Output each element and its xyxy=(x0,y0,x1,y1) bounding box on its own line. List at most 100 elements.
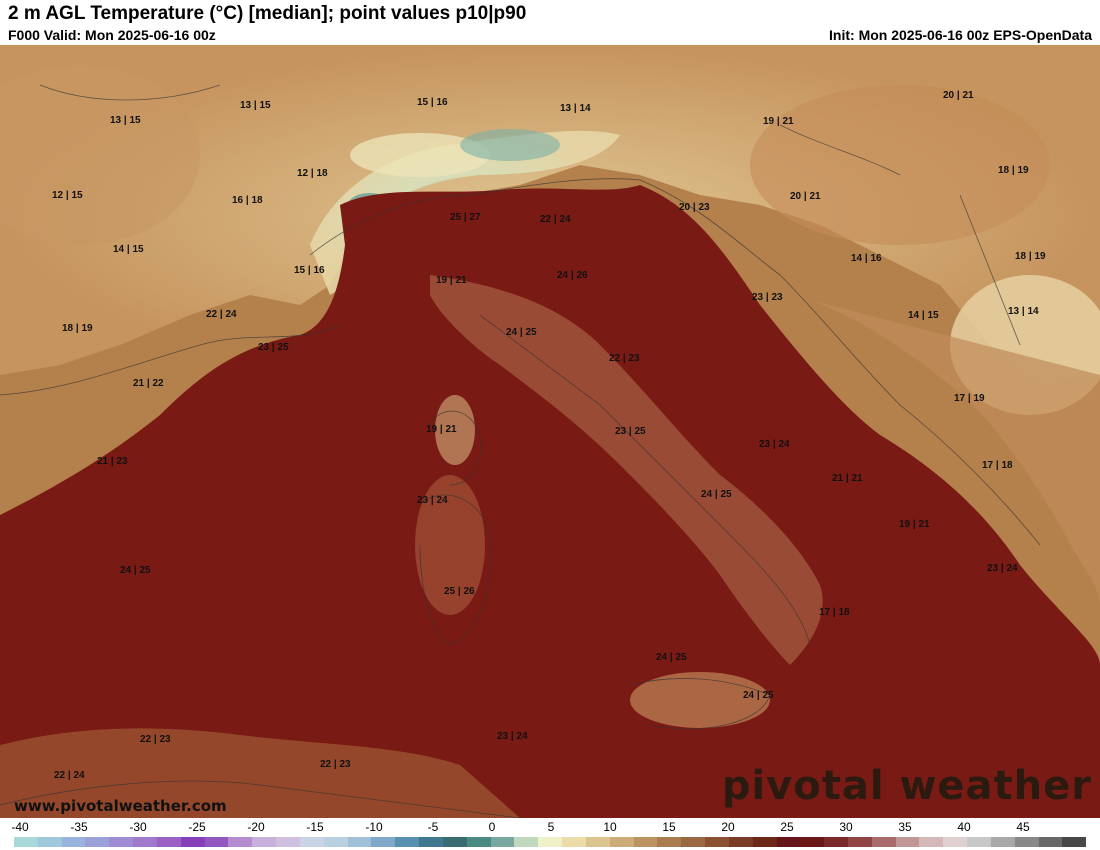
legend-tick-label: -35 xyxy=(70,820,88,834)
legend-swatch xyxy=(609,837,634,847)
legend-swatch xyxy=(681,837,706,847)
color-legend: -40 -35 -30 -25 -20 -15 -10 -5 0 5 10 15 20 25 30 35 40 4… xyxy=(0,818,1100,850)
point-value: 18 | 19 xyxy=(62,323,93,334)
point-value: 24 | 26 xyxy=(557,270,588,281)
temperature-map: 13 | 15 13 | 15 15 | 16 13 | 14 19 | 21 … xyxy=(0,45,1100,818)
point-value: 12 | 18 xyxy=(297,168,328,179)
point-value: 23 | 24 xyxy=(497,731,528,742)
point-value: 24 | 25 xyxy=(120,565,151,576)
legend-swatch xyxy=(490,837,515,847)
legend-tick-label: 35 xyxy=(898,820,912,834)
legend-tick-label: 25 xyxy=(780,820,794,834)
point-value: 22 | 23 xyxy=(140,734,171,745)
point-value: 21 | 21 xyxy=(832,473,863,484)
legend-swatch xyxy=(752,837,777,847)
legend-swatch xyxy=(180,837,205,847)
point-value: 19 | 21 xyxy=(436,275,467,286)
point-value: 24 | 25 xyxy=(743,690,774,701)
map-shading xyxy=(0,45,1100,818)
point-value: 25 | 27 xyxy=(450,212,481,223)
legend-swatch xyxy=(442,837,467,847)
point-value: 17 | 18 xyxy=(819,607,850,618)
point-value: 13 | 15 xyxy=(110,115,141,126)
legend-swatch xyxy=(728,837,753,847)
point-value: 12 | 15 xyxy=(52,190,83,201)
point-value: 23 | 23 xyxy=(752,292,783,303)
legend-tick-label: -10 xyxy=(365,820,383,834)
point-value: 24 | 25 xyxy=(506,327,537,338)
legend-tick-label: -20 xyxy=(247,820,265,834)
point-value: 13 | 14 xyxy=(560,103,591,114)
point-value: 19 | 21 xyxy=(899,519,930,530)
point-value: 18 | 19 xyxy=(1015,251,1046,262)
point-value: 15 | 16 xyxy=(294,265,325,276)
point-value: 23 | 24 xyxy=(759,439,790,450)
legend-tick-label: -30 xyxy=(129,820,147,834)
legend-swatch xyxy=(514,837,539,847)
point-value: 15 | 16 xyxy=(417,97,448,108)
point-value: 22 | 24 xyxy=(540,214,571,225)
legend-swatch xyxy=(252,837,277,847)
legend-swatch xyxy=(943,837,968,847)
legend-tick-label: 5 xyxy=(547,820,555,834)
legend-swatch xyxy=(299,837,324,847)
legend-swatch xyxy=(228,837,253,847)
point-value: 18 | 19 xyxy=(998,165,1029,176)
point-value: 20 | 21 xyxy=(790,191,821,202)
legend-tick-label: -5 xyxy=(427,820,439,834)
valid-time: F000 Valid: Mon 2025-06-16 00z xyxy=(8,27,216,43)
legend-swatch xyxy=(347,837,372,847)
point-value: 23 | 24 xyxy=(987,563,1018,574)
legend-swatch xyxy=(323,837,348,847)
legend-swatch xyxy=(633,837,658,847)
legend-swatch xyxy=(466,837,491,847)
point-value: 13 | 15 xyxy=(240,100,271,111)
legend-swatch xyxy=(847,837,872,847)
init-time: Init: Mon 2025-06-16 00z EPS-OpenData xyxy=(829,27,1092,43)
legend-swatch xyxy=(37,837,62,847)
legend-swatch xyxy=(657,837,682,847)
legend-tick-label: 0 xyxy=(488,820,496,834)
legend-swatch xyxy=(967,837,991,847)
legend-swatch xyxy=(395,837,420,847)
point-value: 24 | 25 xyxy=(656,652,687,663)
legend-swatch xyxy=(1014,837,1039,847)
point-value: 21 | 23 xyxy=(97,456,128,467)
point-value: 25 | 26 xyxy=(444,586,475,597)
legend-swatch xyxy=(800,837,825,847)
legend-swatch xyxy=(419,837,443,847)
legend-swatch xyxy=(562,837,586,847)
legend-tick-label: 15 xyxy=(662,820,676,834)
point-value: 20 | 21 xyxy=(943,90,974,101)
point-value: 14 | 15 xyxy=(908,310,939,321)
point-value: 23 | 25 xyxy=(258,342,289,353)
point-value: 20 | 23 xyxy=(679,202,710,213)
legend-swatch xyxy=(776,837,801,847)
legend-swatch xyxy=(133,837,157,847)
legend-swatch xyxy=(14,837,38,847)
point-value: 19 | 21 xyxy=(763,116,794,127)
point-value: 14 | 16 xyxy=(851,253,882,264)
legend-swatch xyxy=(871,837,896,847)
legend-tick-label: 10 xyxy=(603,820,617,834)
map-title: 2 m AGL Temperature (°C) [median]; point… xyxy=(8,3,527,24)
legend-swatch xyxy=(1062,837,1087,847)
point-value: 22 | 24 xyxy=(206,309,237,320)
point-value: 22 | 23 xyxy=(320,759,351,770)
point-value: 17 | 18 xyxy=(982,460,1013,471)
legend-swatch xyxy=(895,837,920,847)
legend-tick-label: -40 xyxy=(11,820,29,834)
point-value: 19 | 21 xyxy=(426,424,457,435)
legend-tick-label: 45 xyxy=(1016,820,1030,834)
website-link[interactable]: www.pivotalweather.com xyxy=(14,797,227,815)
legend-swatch xyxy=(705,837,729,847)
point-value: 16 | 18 xyxy=(232,195,263,206)
point-value: 22 | 24 xyxy=(54,770,85,781)
legend-swatch xyxy=(109,837,134,847)
legend-swatch xyxy=(919,837,944,847)
legend-tick-label: -25 xyxy=(188,820,206,834)
point-value: 24 | 25 xyxy=(701,489,732,500)
legend-swatch xyxy=(538,837,563,847)
legend-swatch xyxy=(990,837,1015,847)
